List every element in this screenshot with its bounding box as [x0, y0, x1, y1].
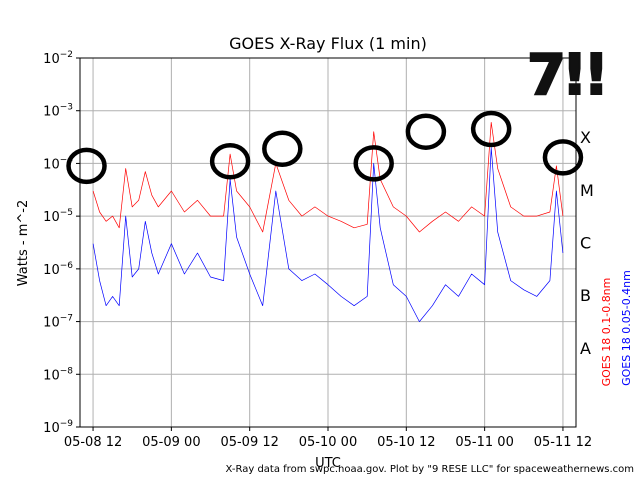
flare-class-x: X [580, 128, 591, 147]
y-tick-label: 10−4 [43, 155, 73, 172]
peak-circle [353, 145, 394, 182]
chart-title: GOES X-Ray Flux (1 min) [229, 34, 427, 53]
flare-class-b: B [580, 286, 591, 305]
x-axis: 05-08 12 05-09 00 05-09 12 05-10 00 05-10 12… [64, 427, 592, 450]
y-tick-label: 10−3 [43, 103, 73, 120]
peak-circle [209, 142, 251, 180]
series-line-short [92, 147, 564, 322]
y-tick-label: 10−6 [43, 261, 73, 278]
x-axis-label: UTC [315, 456, 341, 471]
flare-class-c: C [580, 234, 591, 253]
x-tick-label: 05-09 00 [142, 435, 200, 450]
grid [80, 58, 576, 427]
flare-class-a: A [580, 339, 591, 358]
flare-class-m: M [580, 181, 594, 200]
series-layer [92, 122, 564, 322]
legend-label-long: GOES 18 0.1-0.8nm [600, 278, 613, 387]
y-tick-label: 10−2 [43, 50, 73, 67]
y-axis: 10−9 10−8 10−7 10−6 10−5 10−4 10−3 10−2 [43, 50, 80, 436]
y-tick-label: 10−7 [43, 314, 73, 331]
legend-label-short: GOES 18 0.05-0.4nm [620, 270, 633, 386]
peak-circle [262, 130, 303, 167]
x-tick-label: 05-11 12 [534, 435, 592, 450]
x-tick-label: 05-11 00 [455, 435, 513, 450]
peak-circles [66, 110, 584, 185]
annotation-text: 7!! [527, 43, 605, 108]
series-line-long [92, 122, 564, 233]
x-tick-label: 05-10 12 [377, 435, 435, 450]
y-tick-label: 10−5 [43, 208, 73, 225]
y-axis-label: Watts - m^-2 [16, 200, 31, 286]
peak-circle [66, 147, 107, 185]
x-tick-label: 05-08 12 [64, 435, 122, 450]
credit-text: X-Ray data from swpc.noaa.gov. Plot by "… [225, 464, 634, 475]
peak-circle [542, 139, 584, 176]
peak-circle [405, 113, 447, 150]
flare-class-labels: A B C M X [580, 128, 594, 358]
y-tick-label: 10−9 [43, 419, 73, 436]
x-tick-label: 05-10 00 [299, 435, 357, 450]
y-tick-label: 10−8 [43, 366, 73, 383]
peak-circle [470, 110, 512, 148]
x-tick-label: 05-09 12 [220, 435, 278, 450]
